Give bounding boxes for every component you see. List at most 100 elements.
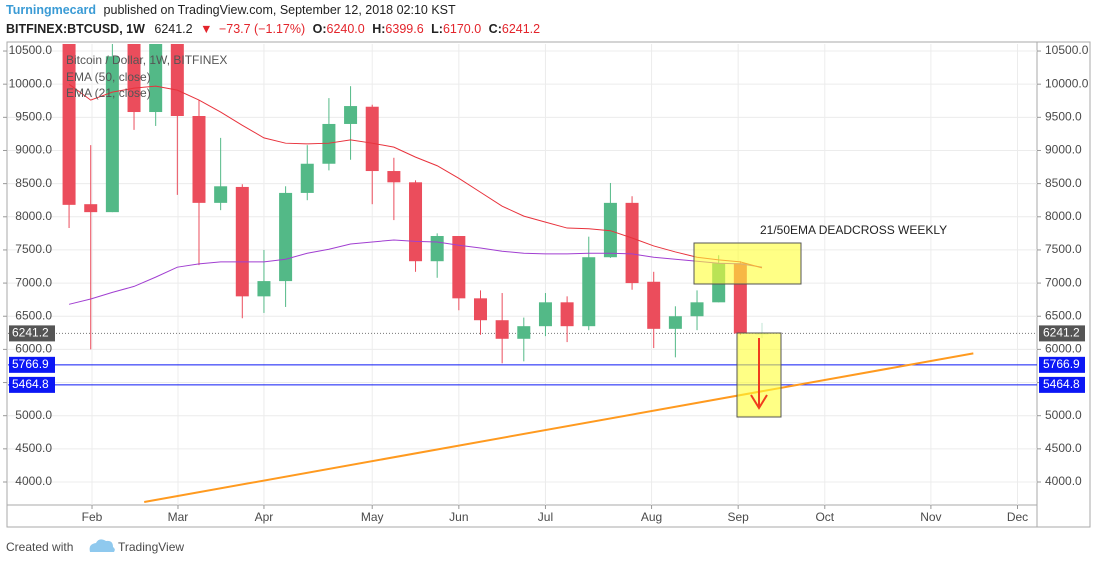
ohlc-label: H: bbox=[372, 22, 385, 36]
candle-body bbox=[690, 302, 704, 317]
candle-body bbox=[235, 186, 249, 297]
y-tick-label: 4500.0 bbox=[1045, 441, 1082, 455]
candle bbox=[149, 44, 163, 126]
x-tick-label: Feb bbox=[82, 510, 103, 524]
last: 6241.2 bbox=[154, 22, 192, 36]
candle-body bbox=[300, 163, 314, 193]
candle bbox=[84, 145, 98, 350]
arrow bbox=[750, 338, 768, 410]
level-label-bg bbox=[9, 376, 55, 393]
candle bbox=[560, 296, 574, 343]
y-tick-label: 6000.0 bbox=[1045, 342, 1082, 356]
last-price-bg bbox=[9, 325, 55, 342]
ohlc-label: O: bbox=[313, 22, 327, 36]
y-tick-label: 7500.0 bbox=[15, 242, 52, 256]
ohlc-value: 6170.0 bbox=[443, 22, 481, 36]
axis-labels: 4000.04000.04500.04500.05000.05000.05500… bbox=[3, 43, 1089, 524]
level-label-bg bbox=[1039, 376, 1085, 393]
y-tick-label: 7500.0 bbox=[1045, 242, 1082, 256]
x-tick-label: Jun bbox=[449, 510, 468, 524]
y-tick-label: 8500.0 bbox=[15, 176, 52, 190]
level-label: 5766.9 bbox=[1043, 357, 1080, 371]
ohlc-value: 6241.2 bbox=[502, 22, 540, 36]
candle-body bbox=[517, 326, 531, 339]
ohlc-value: 6240.0 bbox=[327, 22, 365, 36]
y-tick-label: 6000.0 bbox=[15, 342, 52, 356]
last-price-label: 6241.2 bbox=[12, 326, 49, 340]
candle-body bbox=[365, 106, 379, 172]
candle bbox=[668, 306, 682, 358]
header-line: Turningmecard published on TradingView.c… bbox=[6, 3, 456, 17]
candle-body bbox=[149, 44, 163, 113]
ohlc-label: L: bbox=[431, 22, 443, 36]
candle bbox=[603, 182, 617, 258]
author[interactable]: Turningmecard bbox=[6, 3, 96, 17]
candle bbox=[625, 196, 639, 290]
y-tick-label: 4000.0 bbox=[15, 474, 52, 488]
arrow: ▼ bbox=[200, 22, 212, 36]
x-tick-label: Sep bbox=[727, 510, 749, 524]
plot: 4000.04000.04500.04500.05000.05000.05500… bbox=[3, 43, 1089, 524]
candle-body bbox=[387, 171, 401, 183]
candle bbox=[344, 86, 358, 160]
candle bbox=[690, 290, 704, 331]
x-tick-label: Oct bbox=[815, 510, 834, 524]
ema-line bbox=[68, 239, 763, 305]
candle-body bbox=[603, 202, 617, 258]
candle bbox=[235, 184, 249, 319]
candle bbox=[127, 44, 141, 130]
footer-brand[interactable]: TradingView bbox=[118, 540, 184, 554]
change: −73.7 (−1.17%) bbox=[219, 22, 305, 36]
legend-entry: EMA (21, close) bbox=[66, 86, 151, 100]
candle-body bbox=[214, 186, 228, 203]
y-tick-label: 7000.0 bbox=[15, 275, 52, 289]
y-tick-label: 9500.0 bbox=[1045, 110, 1082, 124]
x-tick-label: Mar bbox=[168, 510, 189, 524]
trend-line bbox=[144, 352, 974, 504]
candle-body bbox=[430, 236, 444, 262]
y-tick-label: 7000.0 bbox=[1045, 275, 1082, 289]
y-tick-label: 8500.0 bbox=[1045, 176, 1082, 190]
y-tick-label: 8000.0 bbox=[15, 209, 52, 223]
candle bbox=[322, 98, 336, 171]
y-tick-label: 9500.0 bbox=[15, 110, 52, 124]
y-tick-label: 10500.0 bbox=[1045, 43, 1089, 57]
candle-body bbox=[322, 123, 336, 164]
footer-text: Created with bbox=[6, 540, 73, 554]
y-tick-label: 5000.0 bbox=[15, 408, 52, 422]
highlight-box bbox=[693, 242, 802, 285]
y-tick-label: 10000.0 bbox=[9, 76, 53, 90]
candle bbox=[387, 157, 401, 221]
candle-body bbox=[668, 316, 682, 329]
legend-entry: EMA (50, close) bbox=[66, 70, 151, 84]
candle-body bbox=[452, 236, 466, 299]
y-tick-label: 8000.0 bbox=[1045, 209, 1082, 223]
ema-line bbox=[68, 83, 763, 269]
y-tick-label: 6500.0 bbox=[15, 308, 52, 322]
symbol-line: BITFINEX:BTCUSD, 1W 6241.2 ▼ −73.7 (−1.1… bbox=[6, 22, 540, 36]
candle bbox=[538, 293, 552, 337]
candle-body bbox=[560, 302, 574, 327]
candle-body bbox=[625, 202, 639, 284]
plot-area bbox=[8, 44, 1037, 505]
level-label-bg bbox=[9, 356, 55, 373]
candle bbox=[473, 290, 487, 335]
candle bbox=[582, 236, 596, 331]
candle bbox=[452, 236, 466, 311]
x-tick-label: Dec bbox=[1007, 510, 1028, 524]
candle-body bbox=[344, 106, 358, 124]
y-tick-label: 9000.0 bbox=[1045, 143, 1082, 157]
y-tick-label: 6500.0 bbox=[1045, 308, 1082, 322]
frame bbox=[6, 41, 1091, 528]
last-price-label: 6241.2 bbox=[1043, 326, 1080, 340]
y-tick-label: 4000.0 bbox=[1045, 474, 1082, 488]
candle-body bbox=[279, 192, 293, 282]
level-label: 5464.8 bbox=[1043, 377, 1080, 391]
legend-title: Bitcoin / Dollar, 1W, BITFINEX bbox=[66, 53, 227, 67]
candle-body bbox=[62, 44, 76, 205]
candle bbox=[279, 186, 293, 307]
annotation: 21/50EMA DEADCROSS WEEKLY bbox=[760, 223, 947, 237]
candle bbox=[495, 293, 509, 364]
